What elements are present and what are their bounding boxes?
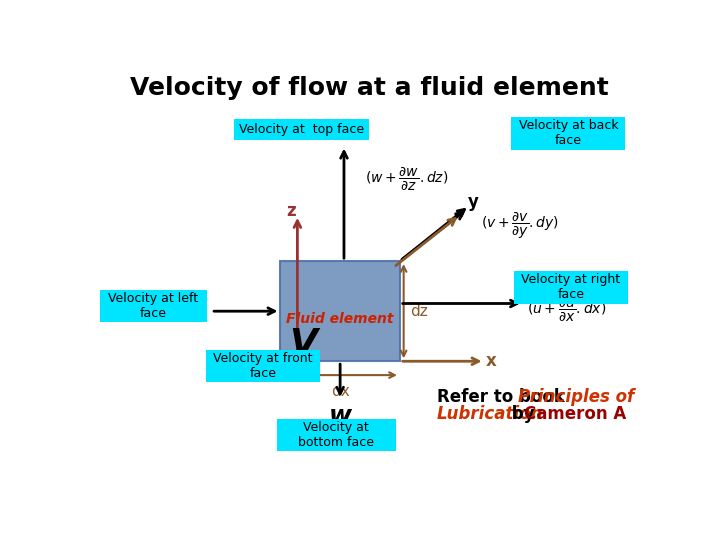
Bar xyxy=(276,419,396,451)
Text: V: V xyxy=(289,327,318,361)
Bar xyxy=(281,261,400,361)
Bar xyxy=(206,350,320,382)
Text: Velocity at front
face: Velocity at front face xyxy=(213,352,312,380)
Text: x: x xyxy=(485,352,496,370)
Text: Cameron A: Cameron A xyxy=(523,404,626,423)
Text: Velocity at back
face: Velocity at back face xyxy=(518,119,618,147)
Bar xyxy=(234,119,369,140)
Text: $(v+\dfrac{\partial v}{\partial y}.dy)$: $(v+\dfrac{\partial v}{\partial y}.dy)$ xyxy=(481,210,559,241)
Text: Velocity at  top face: Velocity at top face xyxy=(239,123,364,136)
Text: u: u xyxy=(189,301,205,321)
Bar xyxy=(511,117,626,150)
Text: Velocity at right
face: Velocity at right face xyxy=(521,273,621,301)
Text: Velocity of flow at a fluid element: Velocity of flow at a fluid element xyxy=(130,76,608,100)
Text: $(u+\dfrac{\partial u}{\partial x}.dx)$: $(u+\dfrac{\partial u}{\partial x}.dx)$ xyxy=(527,296,606,324)
Text: dx: dx xyxy=(330,384,349,400)
Text: w: w xyxy=(328,403,351,428)
Text: Velocity at
bottom face: Velocity at bottom face xyxy=(298,421,374,449)
Text: dz: dz xyxy=(410,303,428,319)
Text: Velocity at left
face: Velocity at left face xyxy=(108,292,199,320)
Text: Fluid element: Fluid element xyxy=(287,312,394,326)
Text: Lubrication: Lubrication xyxy=(437,404,544,423)
Bar xyxy=(514,271,628,303)
Text: Refer to book: Refer to book xyxy=(437,388,570,407)
Text: by: by xyxy=(506,404,540,423)
Text: z: z xyxy=(287,202,296,220)
Text: Principles of: Principles of xyxy=(518,388,634,407)
Text: $(w+\dfrac{\partial w}{\partial z}.dz)$: $(w+\dfrac{\partial w}{\partial z}.dz)$ xyxy=(365,165,449,193)
Text: y: y xyxy=(467,193,478,211)
Bar xyxy=(99,289,207,322)
